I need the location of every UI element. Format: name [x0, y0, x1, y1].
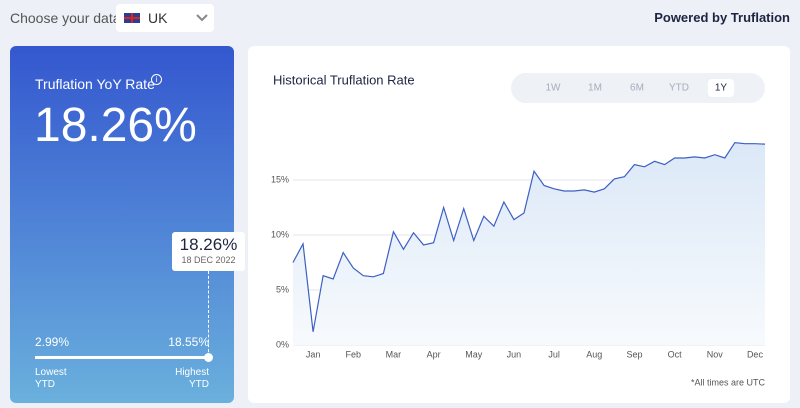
- chevron: [196, 14, 208, 22]
- high-caption: Highest YTD: [175, 367, 209, 391]
- range-button[interactable]: 1M: [588, 83, 602, 94]
- brand: Powered by Truflation: [654, 10, 790, 25]
- x-tick-label: Feb: [345, 349, 361, 359]
- area: [293, 142, 765, 345]
- info-icon[interactable]: i: [151, 74, 162, 85]
- low-period: YTD: [35, 379, 55, 390]
- tooltip: 18.26% 18 DEC 2022: [172, 232, 245, 271]
- card-title: Truflation YoY Rate: [35, 76, 155, 92]
- country: UK: [148, 10, 168, 26]
- x-tick-label: Apr: [427, 349, 441, 359]
- x-tick-label: Dec: [747, 349, 764, 359]
- high-period: YTD: [189, 379, 209, 390]
- range-track: [35, 356, 208, 359]
- low-value: 2.99%: [35, 335, 70, 349]
- data-label: Choose your data:: [10, 10, 125, 26]
- high-value: 18.55%: [168, 335, 209, 349]
- country-select[interactable]: UK: [116, 4, 214, 32]
- line: [292, 141, 766, 332]
- x-tick-label: Aug: [586, 349, 602, 359]
- x-tick-label: Oct: [668, 349, 683, 359]
- note: *All times are UTC: [691, 377, 766, 387]
- x-tick-label: Jul: [548, 349, 560, 359]
- range-button[interactable]: 6M: [630, 83, 644, 94]
- range-handle: [204, 353, 213, 362]
- range-active: [708, 79, 734, 97]
- chart: Historical Truflation Rate *All times ar…: [271, 72, 766, 387]
- tooltip-date: 18 DEC 2022: [181, 255, 236, 265]
- chart-card: Historical Truflation Rate *All times ar…: [248, 46, 790, 403]
- x-tick-label: May: [465, 349, 483, 359]
- range-button[interactable]: 1W: [546, 83, 562, 94]
- rate-card: Truflation YoY Rate i 18.26% 18.26% 18 D…: [10, 46, 245, 403]
- x-tick-label: Mar: [386, 349, 402, 359]
- tooltip-value: 18.26%: [179, 235, 238, 254]
- x-tick-label: Nov: [707, 349, 724, 359]
- x-tick-label: Sep: [626, 349, 642, 359]
- high-label: Highest: [175, 367, 209, 378]
- flag: [124, 13, 140, 23]
- y-tick-label: 15%: [271, 174, 289, 184]
- y-tick-label: 5%: [276, 284, 289, 294]
- rate-value: 18.26%: [34, 99, 197, 152]
- y-tick-label: 0%: [276, 339, 289, 349]
- tooltip-line: [208, 271, 209, 357]
- y-tick-label: 10%: [271, 229, 289, 239]
- x-tick-label: Jun: [507, 349, 522, 359]
- x-tick-label: Jan: [306, 349, 321, 359]
- low-caption: Lowest YTD: [35, 367, 67, 391]
- range-button[interactable]: YTD: [669, 83, 689, 94]
- range-button[interactable]: 1Y: [715, 83, 728, 94]
- low-label: Lowest: [35, 367, 67, 378]
- chart-title: Historical Truflation Rate: [273, 72, 415, 87]
- range-selector: [511, 73, 765, 103]
